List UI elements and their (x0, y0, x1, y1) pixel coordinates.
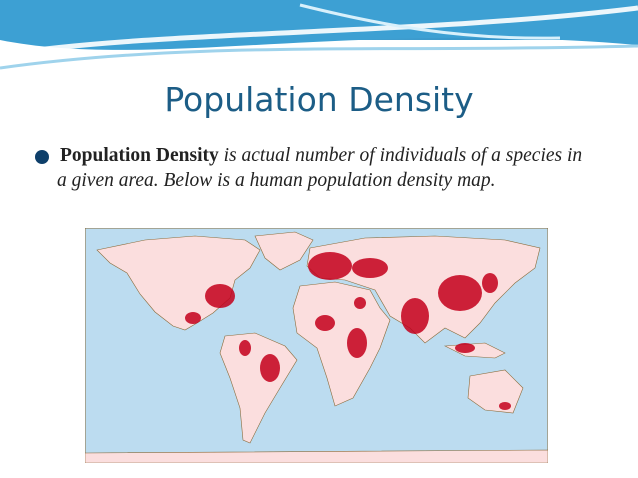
bullet-text: Population Density is actual number of i… (57, 143, 587, 193)
bullet-body: is actual number of individuals of a spe… (57, 145, 583, 191)
header-wave (0, 0, 638, 80)
slide-title: Population Density (164, 80, 474, 119)
bullet-marker (35, 150, 49, 164)
bullet-term: Population Density (60, 145, 219, 166)
population-map (85, 228, 548, 463)
